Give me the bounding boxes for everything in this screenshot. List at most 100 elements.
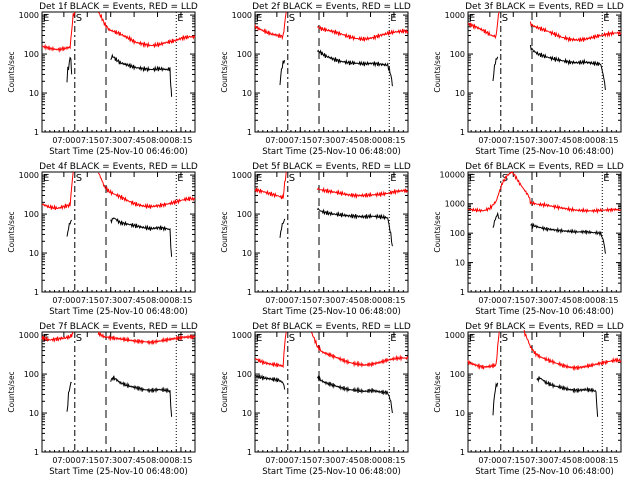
x-axis-label: Start Time (25-Nov-10 06:48:00) xyxy=(262,467,401,477)
series-lld-line xyxy=(97,11,196,49)
y-tick-label: 1000 xyxy=(19,11,39,20)
x-tick-label: 07:15 xyxy=(289,456,312,465)
x-tick-label: 07:30 xyxy=(525,456,548,465)
x-tick-label: 07:15 xyxy=(502,136,525,145)
y-tick-label: 100 xyxy=(450,50,465,59)
y-tick-label: 1000 xyxy=(445,331,465,340)
x-tick-label: 08:15 xyxy=(169,136,192,145)
y-axis-label: Counts/sec xyxy=(433,51,442,92)
series-events-line xyxy=(530,222,606,254)
x-tick-label: 07:15 xyxy=(289,296,312,305)
y-tick-label: 100 xyxy=(237,210,252,219)
y-tick-label: 10 xyxy=(29,409,39,418)
y-tick-label: 1 xyxy=(247,128,252,137)
series-lld-line xyxy=(529,21,622,43)
event-marker-s-2: S xyxy=(289,13,295,24)
series-events-line xyxy=(110,217,173,257)
series-lld-line xyxy=(41,171,74,211)
x-tick-label: 08:15 xyxy=(169,296,192,305)
x-tick-label: 07:45 xyxy=(123,136,146,145)
event-marker-e-1: E xyxy=(469,333,475,344)
x-axis-label: Start Time (25-Nov-10 06:48:00) xyxy=(475,147,614,157)
event-marker-e-3: E xyxy=(603,333,609,344)
x-axis-label: Start Time (25-Nov-10 06:48:00) xyxy=(475,467,614,477)
x-tick-label: 07:30 xyxy=(525,136,548,145)
chart-panel-4: Det 4f BLACK = Events, RED = LLD 1 10 100 10… xyxy=(7,162,198,317)
series-events-line xyxy=(316,375,393,414)
chart-panel-8: Det 8f BLACK = Events, RED = LLD 1 10 100 10… xyxy=(220,322,411,477)
event-marker-s-2: S xyxy=(289,333,295,344)
chart-panel-9: Det 9f BLACK = Events, RED = LLD 1 10 100 10… xyxy=(433,322,624,477)
y-tick-label: 1 xyxy=(34,448,39,457)
x-tick-label: 07:00 xyxy=(478,456,501,465)
x-tick-label: 07:45 xyxy=(336,456,359,465)
plot-frame xyxy=(467,331,622,453)
x-tick-label: 07:00 xyxy=(478,296,501,305)
series-lld-line xyxy=(317,25,409,42)
y-tick-label: 1000 xyxy=(445,200,465,209)
event-marker-e-1: E xyxy=(469,13,475,24)
event-marker-e-1: E xyxy=(43,13,49,24)
y-axis-label: Counts/sec xyxy=(220,371,229,412)
series-lld-line xyxy=(467,11,500,40)
series-events-line xyxy=(110,53,173,97)
y-tick-label: 1000 xyxy=(232,11,252,20)
y-tick-label: 10 xyxy=(242,409,252,418)
y-tick-label: 10 xyxy=(29,89,39,98)
y-tick-label: 1 xyxy=(460,448,465,457)
event-marker-e-3: E xyxy=(390,173,396,184)
y-tick-label: 100 xyxy=(450,229,465,238)
x-tick-label: 07:30 xyxy=(99,456,122,465)
series-lld-line xyxy=(254,171,287,200)
x-tick-label: 07:30 xyxy=(99,136,122,145)
event-marker-e-3: E xyxy=(177,173,183,184)
event-marker-e-1: E xyxy=(43,173,49,184)
y-tick-label: 1 xyxy=(460,128,465,137)
series-lld-line xyxy=(310,332,409,368)
x-tick-label: 08:00 xyxy=(359,296,382,305)
chart-panel-7: Det 7f BLACK = Events, RED = LLD 1 10 100 10… xyxy=(7,322,198,477)
plot-frame xyxy=(467,11,622,133)
x-axis-label: Start Time (25-Nov-10 06:48:00) xyxy=(475,307,614,317)
y-tick-label: 10 xyxy=(242,89,252,98)
chart-title: Det 7f BLACK = Events, RED = LLD xyxy=(39,322,198,332)
x-tick-label: 07:45 xyxy=(123,456,146,465)
x-axis-label: Start Time (25-Nov-10 06:48:00) xyxy=(49,307,188,317)
chart-title: Det 8f BLACK = Events, RED = LLD xyxy=(252,322,411,332)
series-events-line xyxy=(316,207,393,247)
event-marker-e-3: E xyxy=(390,333,396,344)
y-axis-label: Counts/sec xyxy=(7,371,16,412)
y-axis-label: Counts/sec xyxy=(433,211,442,252)
x-tick-label: 07:15 xyxy=(502,456,525,465)
plot-frame xyxy=(254,171,409,293)
plot-frame xyxy=(467,171,622,293)
plot-frame xyxy=(254,331,409,453)
event-marker-e-3: E xyxy=(603,173,609,184)
x-tick-label: 08:00 xyxy=(572,456,595,465)
x-tick-label: 07:45 xyxy=(549,296,572,305)
chart-panel-5: Det 5f BLACK = Events, RED = LLD 1 10 100 10… xyxy=(220,162,411,317)
x-tick-label: 07:45 xyxy=(549,456,572,465)
y-tick-label: 100 xyxy=(24,370,39,379)
y-axis-label: Counts/sec xyxy=(220,211,229,252)
chart-title: Det 3f BLACK = Events, RED = LLD xyxy=(465,2,624,12)
y-axis-label: Counts/sec xyxy=(7,211,16,252)
x-tick-label: 07:15 xyxy=(502,296,525,305)
x-axis-label: Start Time (25-Nov-10 06:48:00) xyxy=(262,147,401,157)
event-marker-s-2: S xyxy=(76,173,82,184)
x-axis-label: Start Time (25-Nov-10 06:48:00) xyxy=(49,467,188,477)
x-tick-label: 08:00 xyxy=(146,456,169,465)
plot-frame xyxy=(254,11,409,133)
series-lld-line xyxy=(254,331,287,369)
y-tick-label: 1 xyxy=(247,288,252,297)
y-tick-label: 10 xyxy=(455,89,465,98)
event-marker-s-2: S xyxy=(76,13,82,24)
chart-title: Det 9f BLACK = Events, RED = LLD xyxy=(465,322,624,332)
x-tick-label: 08:15 xyxy=(382,136,405,145)
event-marker-e-3: E xyxy=(390,13,396,24)
x-tick-label: 07:00 xyxy=(52,296,75,305)
x-tick-label: 08:00 xyxy=(359,136,382,145)
series-events-line xyxy=(66,219,73,237)
event-marker-s-2: S xyxy=(502,13,508,24)
y-axis-label: Counts/sec xyxy=(433,371,442,412)
